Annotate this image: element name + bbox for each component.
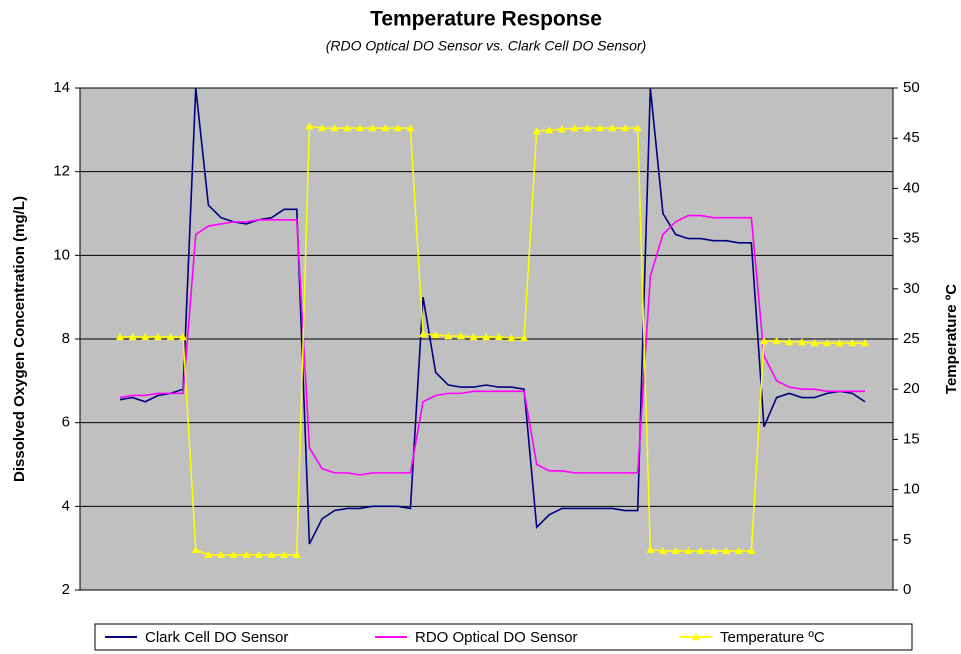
series-line: [119, 214, 865, 476]
point-marker: [608, 124, 617, 132]
point-marker: [393, 124, 402, 132]
point-marker: [330, 124, 339, 132]
point-marker: [229, 550, 238, 559]
legend-label: Clark Cell DO Sensor: [145, 629, 288, 646]
point-marker: [507, 333, 516, 342]
point-marker: [671, 546, 680, 555]
y-tick-label: 6: [62, 414, 70, 431]
point-marker: [217, 550, 226, 559]
point-marker: [355, 124, 364, 132]
point-marker: [444, 331, 453, 340]
point-marker: [621, 124, 630, 132]
legend: [94, 623, 913, 651]
y-tick-label: 8: [62, 330, 70, 347]
point-marker: [747, 546, 756, 555]
y-tick-label: 12: [53, 163, 70, 180]
point-marker: [810, 339, 819, 347]
point-marker: [406, 124, 415, 132]
point-marker: [128, 332, 137, 341]
point-marker: [153, 332, 162, 341]
point-marker: [520, 333, 529, 342]
point-marker: [848, 339, 857, 347]
point-marker: [583, 124, 592, 132]
y2-tick-label: 45: [903, 129, 920, 146]
y2-tick-label: 50: [903, 79, 920, 96]
point-marker: [532, 127, 541, 135]
point-marker: [318, 124, 327, 132]
point-marker: [381, 124, 390, 132]
point-marker: [116, 332, 124, 341]
point-marker: [545, 126, 554, 134]
point-marker: [734, 546, 743, 555]
point-marker: [292, 550, 301, 559]
point-marker: [305, 122, 314, 130]
point-marker: [595, 124, 604, 132]
y2-tick-label: 0: [903, 581, 911, 598]
point-marker: [759, 337, 768, 345]
point-marker: [835, 339, 844, 347]
legend-label: RDO Optical DO Sensor: [415, 629, 578, 646]
point-marker: [419, 329, 428, 338]
point-marker: [267, 550, 276, 559]
y2-tick-label: 15: [903, 430, 920, 447]
point-marker: [204, 550, 213, 559]
point-marker: [456, 331, 465, 340]
point-marker: [570, 124, 579, 132]
point-marker: [343, 124, 352, 132]
y2-tick-label: 20: [903, 380, 920, 397]
point-marker: [242, 550, 251, 559]
point-marker: [431, 330, 440, 339]
y-tick-label: 2: [62, 581, 70, 598]
point-marker: [797, 338, 806, 346]
point-marker: [696, 546, 705, 555]
point-marker: [557, 125, 566, 133]
chart-subtitle: (RDO Optical DO Sensor vs. Clark Cell DO…: [326, 38, 647, 54]
point-marker: [772, 337, 781, 345]
point-marker: [141, 332, 150, 341]
legend-label: Temperature ºC: [720, 629, 825, 646]
series-line: [119, 87, 866, 545]
point-marker: [280, 550, 289, 559]
y2-tick-label: 25: [903, 330, 920, 347]
point-marker: [633, 124, 642, 132]
y-axis-label: Dissolved Oxygen Concentration (mg/L): [11, 196, 28, 482]
legend-marker: [692, 633, 700, 641]
y2-tick-label: 10: [903, 481, 920, 498]
point-marker: [368, 124, 377, 132]
y-tick-label: 10: [53, 246, 70, 263]
y-tick-label: 4: [62, 497, 70, 514]
point-marker: [179, 332, 188, 341]
y2-tick-label: 35: [903, 230, 920, 247]
y2-axis-label: Temperature ºC: [943, 284, 960, 394]
point-marker: [191, 545, 200, 554]
point-marker: [646, 545, 655, 554]
point-marker: [684, 546, 693, 555]
point-marker: [722, 546, 731, 555]
point-marker: [658, 546, 667, 555]
chart-title: Temperature Response: [370, 8, 602, 31]
y2-tick-label: 5: [903, 531, 911, 548]
point-marker: [469, 332, 478, 341]
point-marker: [861, 339, 869, 347]
y2-tick-label: 40: [903, 179, 920, 196]
point-marker: [494, 332, 503, 341]
point-marker: [709, 546, 718, 555]
point-marker: [166, 332, 175, 341]
point-marker: [785, 338, 794, 346]
y2-tick-label: 30: [903, 280, 920, 297]
point-marker: [823, 339, 832, 347]
y-tick-label: 14: [53, 79, 70, 96]
point-marker: [254, 550, 263, 559]
point-marker: [482, 332, 491, 341]
